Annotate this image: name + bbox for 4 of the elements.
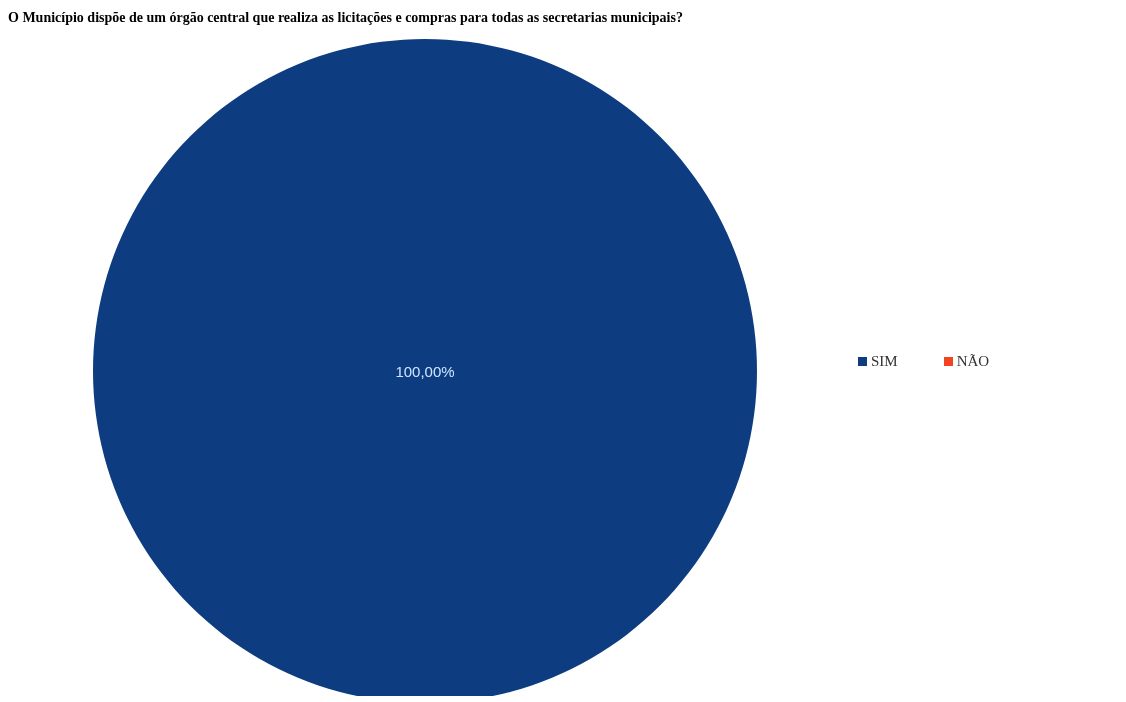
chart-title: O Município dispõe de um órgão central que realiza as licitações e compras para todas as secretarias municipais? [8, 9, 684, 26]
data-label: 100,00% [395, 362, 455, 380]
legend-label: SIM [871, 352, 898, 370]
legend-label: NÃO [956, 352, 990, 370]
